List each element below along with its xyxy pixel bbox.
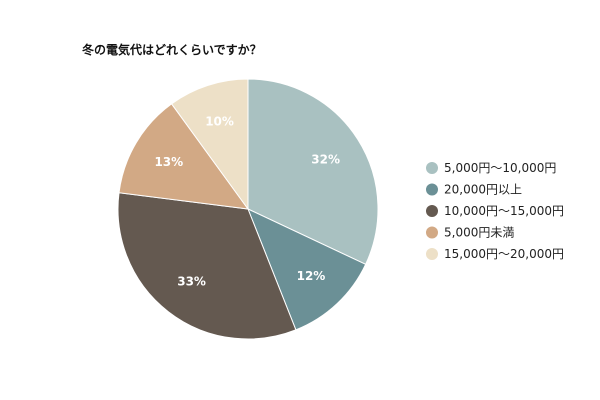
legend-label: 15,000円～20,000円 [444,247,564,261]
pie-slice [117,192,297,340]
chart-title: 冬の電気代はどれくらいですか？ [82,43,262,57]
legend-swatch [426,205,438,217]
legend-swatch [426,226,438,239]
slice-value-label: 33% [177,275,206,289]
slice-value-label: 12% [297,269,326,283]
pie-slice [170,78,249,211]
slice-value-label: 32% [311,153,340,167]
legend-swatch [426,162,438,174]
slice-value-label: 10% [205,115,234,129]
pie-slice [247,208,367,331]
slice-value-label: 13% [154,155,183,169]
legend-label: 5,000円未満 [444,226,514,240]
pie-slice [118,103,250,210]
pie-slice [247,78,379,266]
legend-label: 20,000円以上 [444,183,522,197]
legend-swatch [426,248,438,260]
legend-swatch [426,183,438,196]
legend-label: 10,000円～15,000円 [444,204,564,218]
legend-label: 5,000円～10,000円 [444,161,556,175]
